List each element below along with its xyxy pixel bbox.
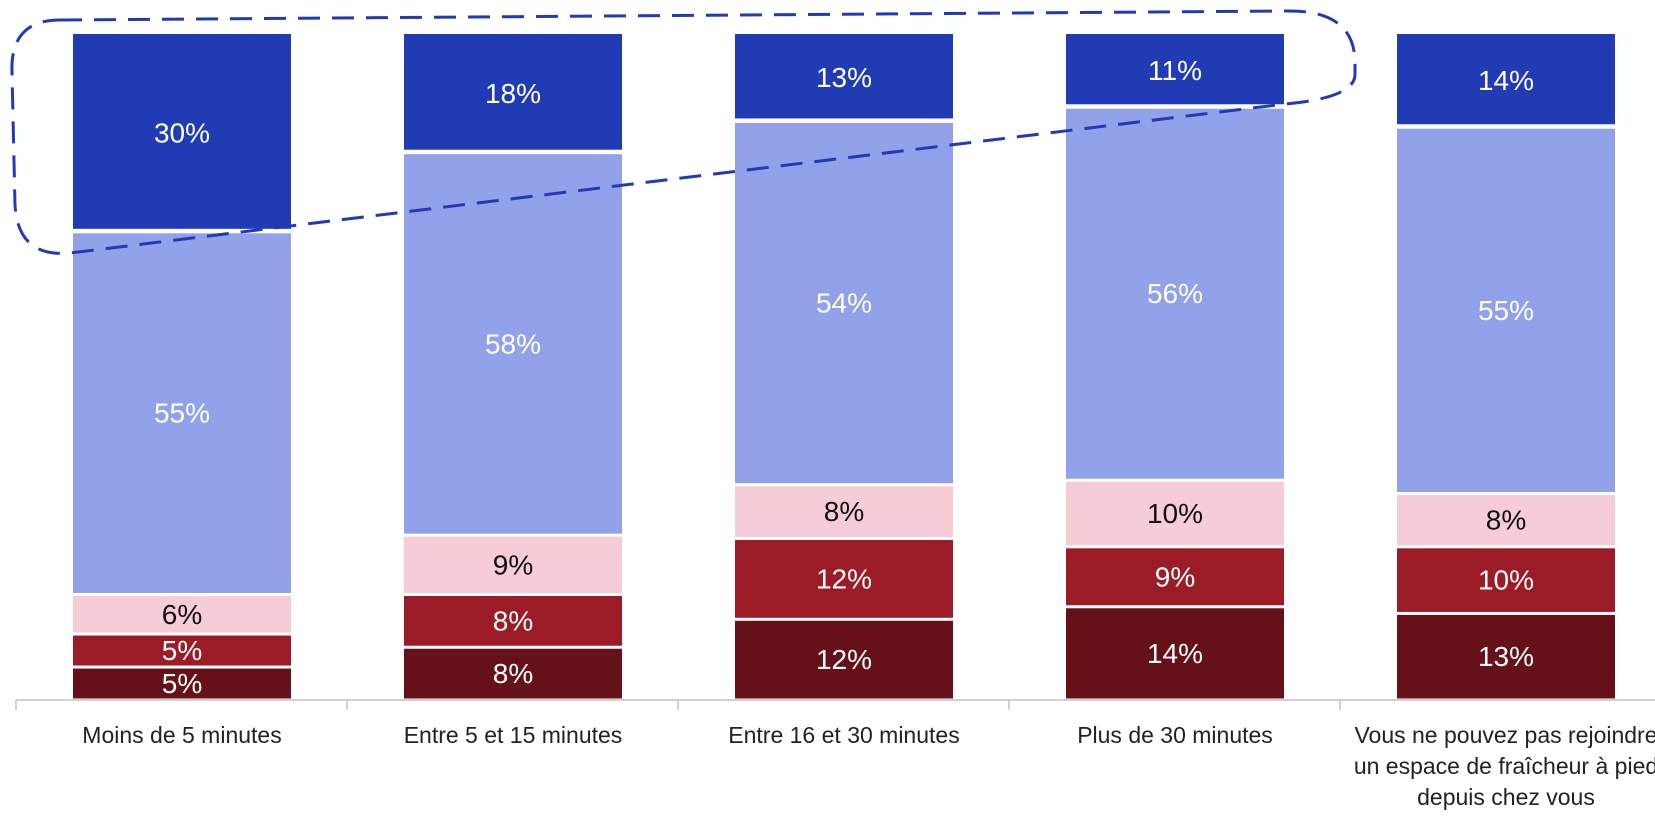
bars-layer: 5%5% 6% 55% 30% 8% 8% 9% 58% 18% 12% 12% 8% 54% 13% 14… <box>73 34 1615 699</box>
bar-segment <box>735 34 953 119</box>
data-label: 30% <box>154 117 210 148</box>
data-label: 10% <box>1478 565 1534 596</box>
data-label: 18% <box>485 78 541 109</box>
data-label: 5% <box>162 668 202 699</box>
data-label: 58% <box>485 328 541 359</box>
bar-segment <box>404 648 622 699</box>
data-label: 6% <box>162 599 202 630</box>
bar-segment <box>1397 34 1615 125</box>
bar-segment <box>404 34 622 150</box>
category-label: Entre 16 et 30 minutes <box>728 722 959 748</box>
data-label: 54% <box>816 288 872 319</box>
bar-segment <box>404 595 622 646</box>
bar-segment <box>735 486 953 538</box>
category-label: Entre 5 et 15 minutes <box>404 722 623 748</box>
bar-segment <box>1397 495 1615 546</box>
bar-segment <box>1066 108 1284 479</box>
bar-segment <box>73 595 291 633</box>
bar-segment <box>1397 548 1615 612</box>
data-label: 8% <box>493 658 533 689</box>
category-label: Vous ne pouvez pas rejoindre <box>1354 722 1655 748</box>
bar-segment <box>1397 128 1615 493</box>
bar-segment <box>73 233 291 593</box>
data-label: 8% <box>1486 505 1526 536</box>
bar-segment <box>404 536 622 593</box>
category-label: un espace de fraîcheur à pied <box>1354 753 1655 779</box>
bar-segment <box>1066 548 1284 606</box>
bar-segment <box>1066 34 1284 105</box>
data-label: 56% <box>1147 278 1203 309</box>
data-label: 55% <box>154 398 210 429</box>
bar-segment <box>1066 608 1284 699</box>
x-axis <box>15 699 1655 710</box>
category-label: depuis chez vous <box>1417 784 1595 810</box>
bar-segment <box>73 34 291 229</box>
category-label: Moins de 5 minutes <box>82 722 281 748</box>
data-label: 14% <box>1147 638 1203 669</box>
category-labels: Moins de 5 minutes Entre 5 et 15 minutes E… <box>82 722 1655 810</box>
bar-segment <box>1066 481 1284 546</box>
data-label: 9% <box>1155 561 1195 592</box>
data-label: 14% <box>1478 65 1534 96</box>
data-label: 8% <box>493 605 533 636</box>
data-label: 9% <box>493 549 533 580</box>
data-label: 13% <box>816 62 872 93</box>
data-label: 10% <box>1147 498 1203 529</box>
bar-segment <box>73 668 291 699</box>
data-label: 5% <box>162 635 202 666</box>
data-label: 12% <box>816 563 872 594</box>
data-label: 8% <box>824 496 864 527</box>
bar-segment <box>735 620 953 699</box>
bar-segment <box>404 154 622 534</box>
bar-segment <box>1397 614 1615 699</box>
data-label: 12% <box>816 644 872 675</box>
bar-segment <box>73 635 291 666</box>
bar-segment <box>735 122 953 484</box>
bar-segment <box>735 540 953 618</box>
category-label: Plus de 30 minutes <box>1077 722 1273 748</box>
data-label: 55% <box>1478 295 1534 326</box>
data-label: 11% <box>1148 55 1202 86</box>
data-label: 13% <box>1478 641 1534 672</box>
